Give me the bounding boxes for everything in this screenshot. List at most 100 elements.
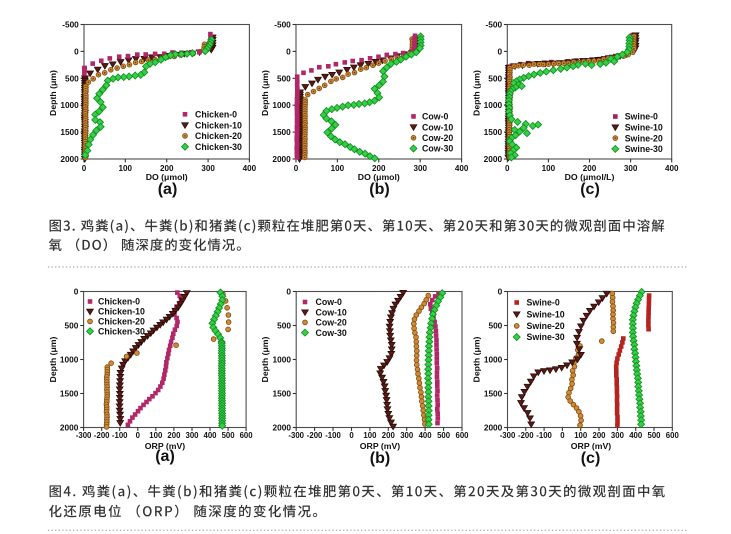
svg-text:300: 300 — [201, 164, 215, 173]
svg-text:Swine-30: Swine-30 — [527, 332, 565, 342]
svg-text:0: 0 — [136, 431, 141, 440]
svg-text:100: 100 — [542, 164, 556, 173]
svg-text:Chicken-10: Chicken-10 — [98, 307, 145, 317]
svg-text:200: 200 — [160, 164, 174, 173]
svg-text:(a): (a) — [158, 181, 178, 198]
svg-text:200: 200 — [592, 431, 606, 440]
svg-text:-100: -100 — [112, 431, 128, 440]
svg-text:Cow-10: Cow-10 — [316, 307, 347, 317]
svg-text:1000: 1000 — [484, 355, 503, 365]
svg-text:400: 400 — [419, 431, 433, 440]
svg-text:-200: -200 — [307, 431, 323, 440]
svg-text:Depth (μm): Depth (μm) — [471, 336, 481, 382]
svg-text:(c): (c) — [581, 450, 601, 467]
svg-text:600: 600 — [666, 431, 680, 440]
svg-text:500: 500 — [437, 431, 451, 440]
svg-text:200: 200 — [167, 431, 181, 440]
svg-text:600: 600 — [455, 431, 469, 440]
svg-text:500: 500 — [647, 431, 661, 440]
svg-text:-300: -300 — [500, 431, 516, 440]
svg-text:-500: -500 — [485, 20, 502, 30]
svg-text:Swine-10: Swine-10 — [625, 123, 663, 133]
svg-text:600: 600 — [240, 431, 254, 440]
svg-text:-200: -200 — [94, 431, 110, 440]
svg-text:(b): (b) — [369, 181, 389, 198]
svg-text:500: 500 — [488, 321, 502, 331]
svg-text:Chicken-20: Chicken-20 — [98, 317, 145, 327]
svg-text:400: 400 — [665, 164, 679, 173]
svg-text:Chicken-30: Chicken-30 — [195, 142, 242, 152]
svg-text:2000: 2000 — [60, 423, 79, 433]
svg-text:0: 0 — [74, 287, 79, 297]
svg-text:2000: 2000 — [273, 423, 292, 433]
svg-text:300: 300 — [611, 431, 625, 440]
svg-text:1500: 1500 — [60, 127, 79, 137]
svg-text:100: 100 — [363, 431, 377, 440]
svg-text:Swine-10: Swine-10 — [527, 309, 565, 319]
svg-text:100: 100 — [119, 164, 133, 173]
svg-text:Depth (μm): Depth (μm) — [260, 70, 270, 116]
svg-text:Depth (μm): Depth (μm) — [260, 336, 270, 382]
svg-text:Chicken-30: Chicken-30 — [98, 327, 145, 337]
svg-text:200: 200 — [372, 164, 386, 173]
svg-text:Cow-0: Cow-0 — [422, 112, 448, 122]
svg-text:400: 400 — [203, 431, 217, 440]
svg-text:100: 100 — [149, 431, 163, 440]
svg-text:Cow-30: Cow-30 — [316, 328, 347, 338]
svg-text:300: 300 — [185, 431, 199, 440]
svg-text:0: 0 — [74, 46, 79, 56]
svg-text:(b): (b) — [370, 450, 390, 467]
svg-text:1500: 1500 — [60, 389, 79, 399]
svg-text:200: 200 — [583, 164, 597, 173]
svg-text:Chicken-0: Chicken-0 — [98, 297, 140, 307]
svg-text:-300: -300 — [288, 431, 304, 440]
svg-text:Swine-20: Swine-20 — [527, 321, 565, 331]
svg-text:-300: -300 — [76, 431, 92, 440]
svg-text:1000: 1000 — [60, 100, 79, 110]
svg-text:1500: 1500 — [484, 127, 503, 137]
svg-text:DO (μmol/L): DO (μmol/L) — [565, 172, 615, 182]
svg-text:0: 0 — [286, 46, 291, 56]
svg-text:300: 300 — [400, 431, 414, 440]
svg-text:(c): (c) — [580, 181, 600, 198]
svg-text:300: 300 — [413, 164, 427, 173]
svg-text:100: 100 — [574, 431, 588, 440]
svg-text:1500: 1500 — [272, 127, 291, 137]
svg-text:2000: 2000 — [272, 154, 291, 164]
svg-text:Chicken-10: Chicken-10 — [195, 120, 242, 130]
svg-text:DO (μmol): DO (μmol) — [358, 172, 400, 182]
svg-text:2000: 2000 — [484, 154, 503, 164]
svg-text:Cow-20: Cow-20 — [422, 133, 453, 143]
svg-text:100: 100 — [331, 164, 345, 173]
svg-text:0: 0 — [560, 431, 565, 440]
svg-text:1000: 1000 — [484, 100, 503, 110]
svg-text:Cow-10: Cow-10 — [422, 122, 453, 132]
svg-text:Chicken-0: Chicken-0 — [195, 110, 237, 120]
svg-text:Cow-30: Cow-30 — [422, 144, 453, 154]
svg-text:0: 0 — [294, 164, 299, 173]
svg-text:500: 500 — [277, 73, 291, 83]
svg-text:0: 0 — [286, 287, 291, 297]
svg-text:500: 500 — [65, 73, 79, 83]
svg-text:Depth (μm): Depth (μm) — [48, 70, 58, 116]
svg-text:Swine-0: Swine-0 — [527, 298, 560, 308]
svg-text:500: 500 — [488, 73, 502, 83]
svg-text:-500: -500 — [274, 20, 291, 30]
svg-text:400: 400 — [629, 431, 643, 440]
svg-text:0: 0 — [505, 164, 510, 173]
svg-text:0: 0 — [497, 46, 502, 56]
svg-text:-100: -100 — [536, 431, 552, 440]
svg-text:2000: 2000 — [484, 423, 503, 433]
svg-text:1000: 1000 — [273, 355, 292, 365]
svg-text:(a): (a) — [155, 448, 175, 465]
svg-text:1000: 1000 — [60, 355, 79, 365]
svg-text:ORP (mV): ORP (mV) — [145, 441, 185, 451]
svg-text:Cow-20: Cow-20 — [316, 318, 347, 328]
svg-text:1000: 1000 — [272, 100, 291, 110]
svg-text:Cow-0: Cow-0 — [316, 297, 342, 307]
svg-text:200: 200 — [382, 431, 396, 440]
svg-text:1500: 1500 — [484, 389, 503, 399]
svg-text:Depth (μm): Depth (μm) — [471, 70, 481, 116]
svg-text:0: 0 — [349, 431, 354, 440]
svg-text:500: 500 — [65, 321, 79, 331]
